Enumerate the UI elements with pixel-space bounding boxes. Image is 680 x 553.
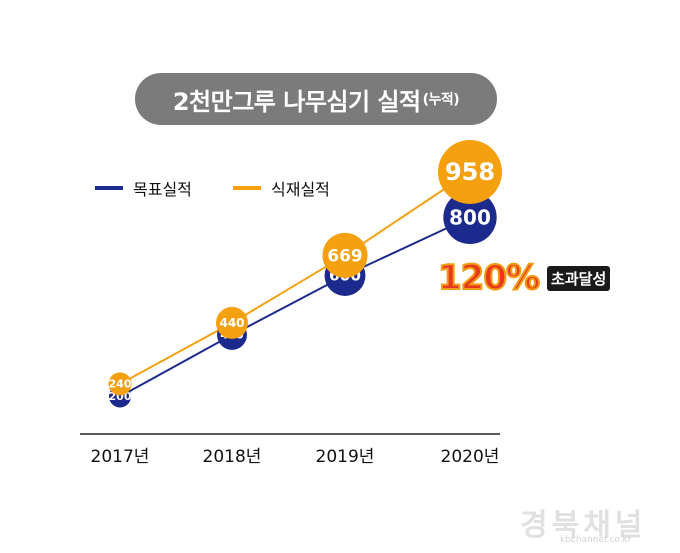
point-label-1-2: 669 bbox=[327, 245, 362, 265]
point-label-0-3: 800 bbox=[449, 205, 491, 229]
point-1-0 bbox=[108, 372, 132, 396]
point-1-1 bbox=[216, 306, 248, 339]
point-label-1-3: 958 bbox=[445, 158, 495, 186]
watermark-sub: kbchannel.co.kr bbox=[560, 535, 632, 545]
legend-planted-swatch bbox=[233, 186, 261, 190]
series-line-0 bbox=[119, 216, 471, 398]
title-pill: 2천만그루 나무심기 실적 (누적) bbox=[135, 73, 497, 125]
x-tick-label-0: 2017년 bbox=[91, 447, 150, 467]
series-line-1 bbox=[119, 171, 471, 385]
legend-planted: 식재실적 bbox=[233, 176, 330, 200]
legend-target: 목표실적 bbox=[95, 176, 192, 200]
point-1-3 bbox=[438, 139, 502, 204]
chart-title: 2천만그루 나무심기 실적 bbox=[172, 87, 421, 116]
point-1-2 bbox=[322, 232, 368, 278]
achievement-percent: 120% bbox=[437, 257, 541, 299]
legend-target-label: 목표실적 bbox=[133, 180, 192, 199]
watermark: 경북채널 bbox=[520, 508, 647, 543]
point-label-1-0: 240 bbox=[109, 377, 132, 390]
chart-subtitle: (누적) bbox=[422, 92, 460, 108]
x-tick-label-1: 2018년 bbox=[203, 447, 262, 467]
achievement-text: 초과달성 bbox=[547, 265, 611, 291]
x-tick-label-3: 2020년 bbox=[441, 447, 500, 467]
x-tick-label-2: 2019년 bbox=[316, 447, 375, 467]
point-label-1-1: 440 bbox=[219, 316, 244, 330]
point-0-3 bbox=[443, 190, 497, 245]
legend-planted-label: 식재실적 bbox=[271, 180, 330, 199]
legend-target-swatch bbox=[95, 186, 123, 190]
achievement-annotation: 120% 초과달성 bbox=[437, 257, 611, 299]
